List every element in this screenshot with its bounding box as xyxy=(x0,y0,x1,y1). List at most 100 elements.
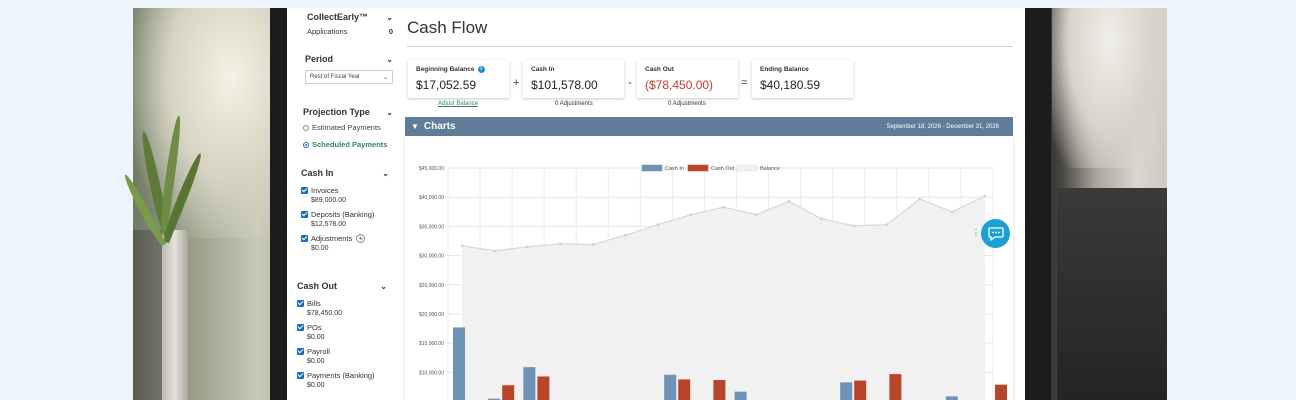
cash-in-card: Cash In $101,578.00 xyxy=(523,60,624,98)
chevron-down-icon[interactable]: ⌄ xyxy=(380,282,387,291)
balance-point xyxy=(461,244,464,247)
bar-cash-out xyxy=(502,385,514,400)
legend-label: Cash In xyxy=(665,166,684,172)
period-label: Period xyxy=(305,54,333,64)
legend-label: Cash Out xyxy=(711,166,735,172)
balance-point xyxy=(559,243,562,246)
bar-cash-in xyxy=(664,375,676,400)
card-label: Cash In xyxy=(531,66,554,73)
invoices-amount: $89,000.00 xyxy=(311,197,389,204)
radio-estimated-payments[interactable]: Estimated Payments xyxy=(303,123,393,132)
bills-amount: $78,450.00 xyxy=(307,310,387,317)
period-header[interactable]: Period ⌄ xyxy=(305,54,393,64)
checkbox-adjustments[interactable]: Adjustments + xyxy=(301,234,389,243)
card-label: Cash Out xyxy=(645,66,674,73)
checkbox-payments-banking[interactable]: Payments (Banking) xyxy=(297,371,387,380)
add-adjustment-icon[interactable]: + xyxy=(356,234,365,243)
checkbox-label: Bills xyxy=(307,299,321,308)
bar-cash-out xyxy=(678,379,690,400)
chat-bubble-icon xyxy=(988,227,1004,241)
checkbox-label: Payments (Banking) xyxy=(307,371,375,380)
chevron-down-icon[interactable]: ⌄ xyxy=(386,13,393,22)
checkbox-checked-icon xyxy=(297,348,304,355)
y-tick-label: $25,000.00 xyxy=(419,283,444,289)
legend-swatch xyxy=(642,165,662,171)
cash-out-header[interactable]: Cash Out ⌄ xyxy=(297,281,387,291)
checkbox-label: Invoices xyxy=(311,186,339,195)
adjust-balance-link[interactable]: Adjust Balance xyxy=(438,101,478,107)
balance-point xyxy=(788,200,791,203)
bar-cash-in xyxy=(523,367,535,400)
checkbox-checked-icon xyxy=(301,235,308,242)
checkbox-deposits[interactable]: Deposits (Banking) xyxy=(301,210,389,219)
cash-out-adjustments[interactable]: 0 Adjustments xyxy=(668,101,706,107)
divider xyxy=(407,46,1013,47)
bar-cash-in xyxy=(453,327,465,400)
date-range: September 18, 2026 - December 31, 2026 xyxy=(887,124,999,130)
period-select[interactable]: Rest of Fiscal Year ⌄ xyxy=(305,70,393,84)
beginning-balance-value: $17,052.59 xyxy=(416,78,501,92)
chevron-down-icon[interactable]: ⌄ xyxy=(382,169,389,178)
equals-operator: = xyxy=(741,77,747,89)
legend-label: Balance xyxy=(760,166,780,172)
legend-swatch xyxy=(737,165,757,171)
checkbox-checked-icon xyxy=(301,187,308,194)
balance-point xyxy=(853,225,856,228)
ending-balance-value: $40,180.59 xyxy=(760,78,845,92)
balance-point xyxy=(951,211,954,214)
chat-button[interactable] xyxy=(981,219,1010,248)
radio-scheduled-payments[interactable]: Scheduled Payments xyxy=(303,140,393,149)
payroll-amount: $0.00 xyxy=(307,358,387,365)
checkbox-checked-icon xyxy=(301,211,308,218)
cash-out-label: Cash Out xyxy=(297,281,337,291)
balance-point xyxy=(722,206,725,209)
cash-flow-chart: $45,000.00 $40,000.00 $35,000.00 $30,000.00… xyxy=(405,136,1013,400)
info-icon[interactable]: i xyxy=(478,66,485,73)
plant-pot xyxy=(162,230,188,400)
chevron-down-icon: ⌄ xyxy=(383,74,388,81)
charts-title: Charts xyxy=(424,121,456,132)
chevron-down-icon[interactable]: ⌄ xyxy=(386,55,393,64)
checkbox-invoices[interactable]: Invoices xyxy=(301,186,389,195)
checkbox-bills[interactable]: Bills xyxy=(297,299,387,308)
y-tick-label: $30,000.00 xyxy=(419,254,444,260)
page-title: Cash Flow xyxy=(407,18,487,38)
projection-header[interactable]: Projection Type ⌄ xyxy=(303,107,393,117)
deposits-amount: $12,578.00 xyxy=(311,221,389,228)
collapse-triangle-icon[interactable]: ▼ xyxy=(411,122,419,131)
chart-panel: $45,000.00 $40,000.00 $35,000.00 $30,000.00… xyxy=(405,136,1013,400)
bar-cash-out xyxy=(713,380,725,400)
bar-cash-out xyxy=(854,381,866,400)
radio-label: Estimated Payments xyxy=(312,123,381,132)
plus-operator: + xyxy=(513,77,519,89)
y-tick-label: $35,000.00 xyxy=(419,224,444,230)
balance-point xyxy=(886,223,889,226)
cash-in-label: Cash In xyxy=(301,168,334,178)
chevron-down-icon[interactable]: ⌄ xyxy=(386,108,393,117)
app-title[interactable]: CollectEarly™ ⌄ xyxy=(307,12,393,22)
y-tick-label: $45,000.00 xyxy=(419,166,444,172)
checkbox-label: Deposits (Banking) xyxy=(311,210,374,219)
radio-selected-icon xyxy=(303,142,309,148)
cash-in-adjustments[interactable]: 0 Adjustments xyxy=(555,101,593,107)
balance-point xyxy=(984,195,987,198)
checkbox-payroll[interactable]: Payroll xyxy=(297,347,387,356)
checkbox-label: Adjustments xyxy=(311,234,352,243)
cash-in-header[interactable]: Cash In ⌄ xyxy=(301,168,389,178)
checkbox-label: POs xyxy=(307,323,322,332)
radio-label: Scheduled Payments xyxy=(312,140,387,149)
y-tick-label: $40,000.00 xyxy=(419,195,444,201)
checkbox-checked-icon xyxy=(297,372,304,379)
charts-header[interactable]: ▼ Charts September 18, 2026 - December 31… xyxy=(405,117,1013,136)
balance-point xyxy=(820,218,823,221)
sidebar: CollectEarly™ ⌄ Applications 0 Period ⌄ … xyxy=(287,8,397,400)
radio-icon xyxy=(303,125,309,131)
applications-row[interactable]: Applications 0 xyxy=(307,27,393,36)
y-tick-label: $15,000.00 xyxy=(419,341,444,347)
bar-cash-out xyxy=(995,385,1007,400)
main-panel: Cash Flow Beginning Balance i $17,052.59 … xyxy=(397,8,1025,400)
checkbox-pos[interactable]: POs xyxy=(297,323,387,332)
balance-point xyxy=(624,234,627,237)
bar-cash-in xyxy=(946,396,958,400)
bar-cash-in xyxy=(840,382,852,400)
